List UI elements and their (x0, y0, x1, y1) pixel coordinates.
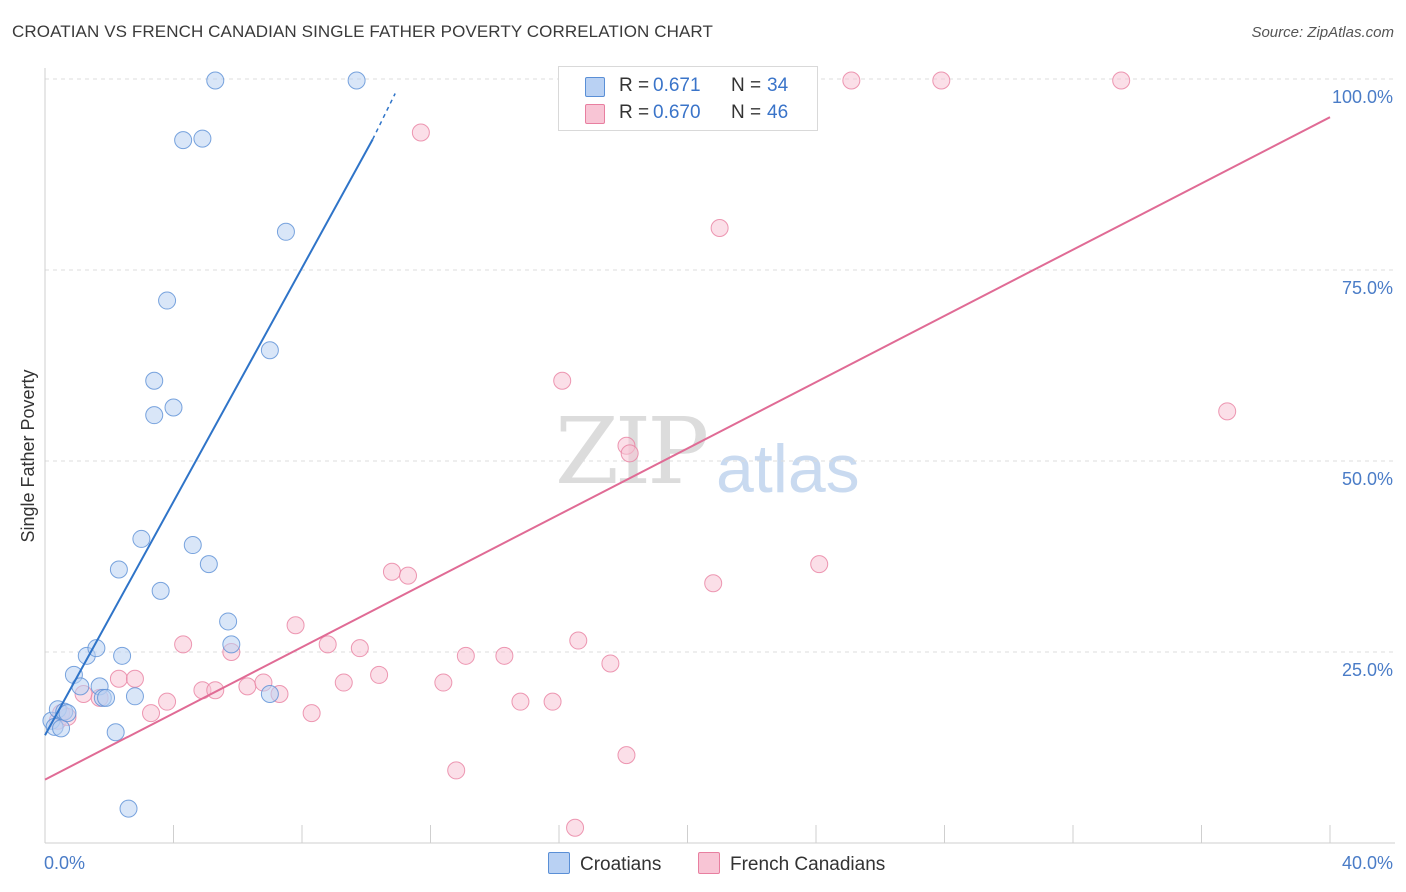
croatian-point (145, 371, 164, 390)
french-canadian-point (158, 692, 177, 711)
french-canadian-point (142, 704, 161, 723)
y-tick-label: 75.0% (1342, 278, 1393, 298)
croatian-point (58, 704, 77, 723)
french-canadian-point (238, 677, 257, 696)
correlation-legend: R = 0.671 N = 34 R = 0.670 N = 46 (558, 66, 818, 131)
blue-swatch (585, 77, 605, 97)
french-canadian-point (456, 646, 475, 665)
bottom-legend-french-canadians: French Canadians (698, 852, 885, 876)
french-canadian-point (569, 631, 588, 650)
french-canadian-point (434, 673, 453, 692)
croatian-point (132, 529, 151, 548)
french-canadian-point (206, 681, 225, 700)
french-canadian-point (350, 639, 369, 658)
french-canadian-point (710, 218, 729, 237)
croatian-point (158, 291, 177, 310)
croatian-point (174, 131, 193, 150)
croatian-point (113, 646, 132, 665)
french-canadian-point (601, 654, 620, 673)
y-tick-label: 25.0% (1342, 660, 1393, 680)
n-value: 46 (767, 102, 789, 123)
croatian-point (222, 635, 241, 654)
french-canadian-point (447, 761, 466, 780)
french-canadian-point (495, 646, 514, 665)
french-canadian-point (1112, 71, 1131, 90)
source-label: Source: ZipAtlas.com (1251, 24, 1394, 41)
croatian-point (119, 799, 138, 818)
croatian-point (260, 341, 279, 360)
french-canadian-point (399, 566, 418, 585)
x-tick-label-min: 0.0% (44, 853, 85, 873)
french-canadian-point (411, 123, 430, 142)
croatian-point (151, 581, 170, 600)
y-tick-label: 50.0% (1342, 469, 1393, 489)
french-canadian-point (553, 371, 572, 390)
croatian-trend-extension (372, 93, 396, 140)
croatian-point (87, 639, 106, 658)
french-canadian-point (334, 673, 353, 692)
r-value: 0.671 (653, 75, 701, 96)
french-canadian-trend-line (44, 116, 1331, 781)
french-canadian-point (125, 669, 144, 688)
data-points (42, 71, 1237, 837)
french-canadian-point (286, 616, 305, 635)
n-label: N = (731, 75, 762, 96)
croatian-point (164, 398, 183, 417)
french-canadian-point (842, 71, 861, 90)
french-canadian-point (302, 704, 321, 723)
french-canadian-point (704, 574, 723, 593)
legend-label: Croatians (580, 854, 662, 875)
croatian-point (199, 555, 218, 574)
french-canadian-point (1218, 402, 1237, 421)
croatian-point (106, 723, 125, 742)
y-axis-label: Single Father Poverty (18, 369, 38, 542)
r-label: R = (619, 75, 650, 96)
french-canadian-point (370, 665, 389, 684)
croatian-point (109, 560, 128, 579)
trend-lines (44, 93, 1331, 781)
french-canadian-point (318, 635, 337, 654)
croatian-point (145, 406, 164, 425)
y-tick-label: 100.0% (1332, 87, 1393, 107)
blue-swatch (548, 852, 570, 874)
french-canadian-point (932, 71, 951, 90)
croatian-point (97, 688, 116, 707)
chart-title: CROATIAN VS FRENCH CANADIAN SINGLE FATHE… (12, 22, 713, 41)
n-label: N = (731, 102, 762, 123)
r-label: R = (619, 102, 650, 123)
croatian-point (206, 71, 225, 90)
n-value: 34 (767, 75, 789, 96)
tick-labels: 25.0% 50.0% 75.0% 100.0% 0.0% 40.0% (44, 87, 1393, 873)
french-canadian-point (511, 692, 530, 711)
croatian-point (193, 129, 212, 148)
croatian-point (219, 612, 238, 631)
croatian-point (52, 719, 71, 738)
french-canadian-point (617, 746, 636, 765)
french-canadian-point (109, 669, 128, 688)
french-canadian-point (620, 444, 639, 463)
x-tick-label-max: 40.0% (1342, 853, 1393, 873)
axes (44, 68, 1395, 844)
croatian-point (347, 71, 366, 90)
pink-swatch (698, 852, 720, 874)
legend-label: French Canadians (730, 854, 886, 875)
r-value: 0.670 (653, 102, 701, 123)
bottom-legend-croatians: Croatians (548, 852, 661, 876)
french-canadian-point (810, 555, 829, 574)
croatian-point (125, 687, 144, 706)
french-canadian-point (174, 635, 193, 654)
croatian-point (183, 536, 202, 555)
pink-swatch (585, 104, 605, 124)
french-canadian-point (543, 692, 562, 711)
french-canadian-point (566, 818, 585, 837)
watermark-atlas: atlas (716, 431, 860, 507)
croatian-point (276, 222, 295, 241)
croatian-point (260, 685, 279, 704)
french-canadian-point (382, 562, 401, 581)
croatian-trend-line (44, 138, 374, 736)
